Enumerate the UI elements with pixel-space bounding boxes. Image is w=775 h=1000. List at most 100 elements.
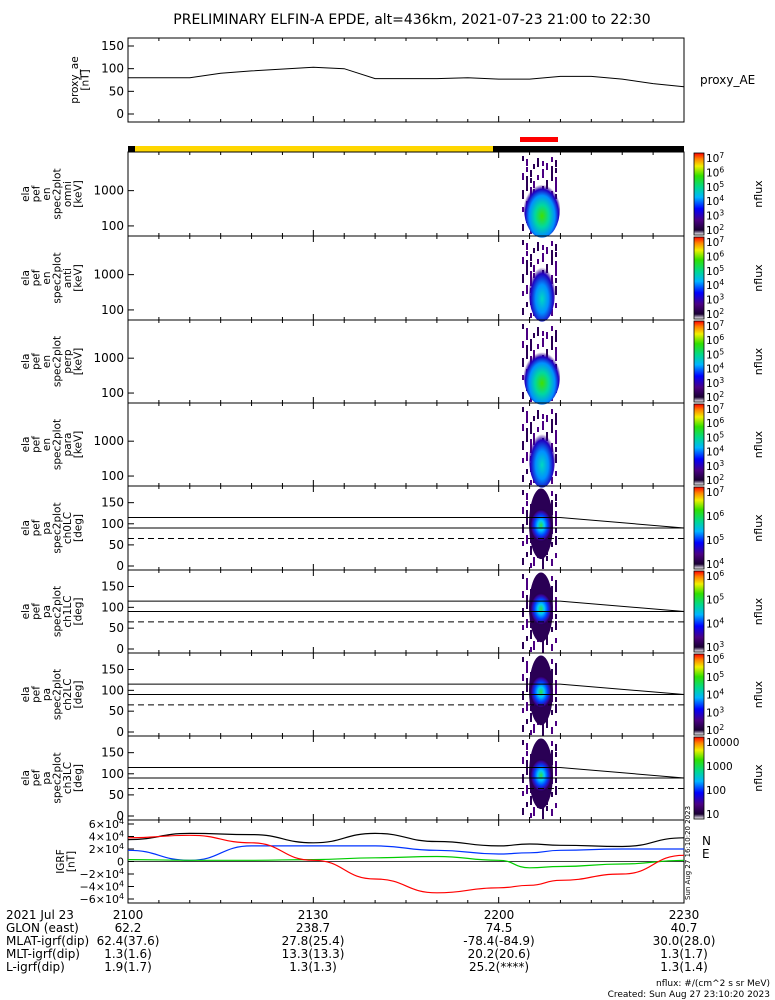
spectrogram-pixel [526, 595, 528, 604]
spectrogram-pixel [555, 413, 557, 420]
colorbar-tick: 105 [706, 593, 724, 607]
spectrogram-pixel [542, 562, 544, 569]
spectrogram-pixel [526, 518, 528, 525]
igrf-ylabel: IGRF[nT] [55, 849, 78, 874]
spectrogram-pixel [555, 553, 557, 558]
spectrogram-pixel [551, 627, 553, 632]
spectrogram-pixel [526, 751, 528, 756]
spectrogram-pixel [537, 175, 539, 180]
annotation-row-value: 1.3(1.7) [660, 947, 708, 961]
spectrogram-pixel [533, 265, 535, 272]
colorbar-tick: 104 [706, 445, 724, 459]
spectrogram-pixel [555, 761, 557, 770]
colorbar-label: nflux [752, 514, 765, 542]
ylabel-line: ela [20, 270, 32, 286]
spectrogram-pixel [522, 341, 524, 348]
spectrogram-flux-blob [524, 348, 560, 405]
proxy-ae-ytick: 0 [116, 107, 124, 121]
spectrogram-flux-blob [529, 264, 555, 322]
colorbar [693, 236, 705, 320]
spectrogram-pixel [551, 727, 553, 734]
spectrogram-pixel [522, 224, 524, 231]
spectrogram-pixel [555, 303, 557, 308]
igrf-ytick: 0 [117, 856, 124, 869]
spectrogram-pixel [555, 697, 557, 702]
spectrogram-pixel [555, 752, 557, 757]
spectrogram-pixel [530, 422, 532, 429]
spectrogram-pixel [533, 807, 535, 816]
proxy-ae-frame [127, 37, 685, 123]
spectrogram-pixel [526, 719, 528, 724]
colorbar-tick: 103 [706, 640, 724, 654]
pitch-angle-ytick: 50 [109, 788, 124, 802]
ylabel-line: [deg] [72, 681, 84, 709]
spectrogram-pixel [542, 245, 544, 250]
spectrogram-pixel [526, 501, 528, 506]
spectrogram-data [128, 156, 560, 238]
spectrogram-pixel [546, 723, 548, 728]
spectrogram-pixel [530, 170, 532, 177]
spectrogram-pixel [555, 687, 557, 694]
colorbar-label: nflux [752, 347, 765, 375]
spectrogram-pixel [522, 207, 524, 212]
spectrogram-pixel [530, 262, 532, 267]
spectrogram-pixel [526, 435, 528, 442]
spectrogram-pixel [551, 542, 553, 547]
spectrogram-pixel [555, 604, 557, 611]
colorbar-tick: 105 [706, 670, 724, 684]
pitch-angle-ytick: 50 [109, 621, 124, 635]
ylabel-line: ela [20, 687, 32, 703]
spectrogram-pixel [542, 646, 544, 653]
figure-title: PRELIMINARY ELFIN-A EPDE, alt=436km, 202… [173, 12, 650, 28]
spectrogram-pixel [555, 528, 557, 533]
spectrogram-pixel [555, 704, 557, 713]
spectrogram-pixel [551, 477, 553, 484]
spectrogram-pixel [530, 647, 532, 652]
spectrogram-pixel [551, 809, 553, 816]
sunlit-bar [135, 146, 493, 152]
spectrogram-pixel [522, 625, 524, 630]
loss-cone-line [559, 766, 685, 779]
spectrogram-pixel [526, 510, 528, 519]
spectrogram-pixel [551, 343, 553, 350]
spectrogram-pixel [546, 247, 548, 254]
ylabel-line: pef [30, 769, 42, 786]
ylabel-line: ch2LC [62, 678, 74, 710]
spectrogram-pixel [522, 424, 524, 431]
spectrogram-pixel [522, 558, 524, 565]
spectrogram-pixel [522, 458, 524, 463]
spectrogram-pixel [551, 659, 553, 664]
spectrogram-pixel [526, 760, 528, 769]
spectrogram-pixel [551, 174, 553, 181]
loss-cone-line [559, 600, 685, 612]
spectrogram-pixel [526, 352, 528, 359]
annotation-row-value: 20.2(20.6) [468, 947, 531, 961]
spectrogram-pixel [555, 502, 557, 507]
annotation-row-value: 1.3(1.6) [104, 947, 152, 961]
spectrogram-pixel [546, 640, 548, 645]
spectrogram-pixel [530, 339, 532, 346]
spectrogram-pixel [522, 407, 524, 412]
igrf-ytick: −4×104 [80, 880, 124, 894]
footer-units: nflux: #/(cm^2 s sr MeV) [656, 979, 770, 989]
spectrogram-pixel [537, 259, 539, 264]
spectrogram-pixel [551, 586, 553, 595]
annotation-row-value: 2200 [484, 908, 515, 922]
annotation-row-value: 2130 [298, 908, 329, 922]
colorbar [693, 152, 705, 236]
spectrogram-pixel [542, 729, 544, 736]
spectrogram-pixel [533, 724, 535, 733]
spectrogram-pixel [533, 641, 535, 650]
spectrogram-pixel [526, 702, 528, 711]
spectrogram-pixel [555, 447, 557, 452]
ylabel-line: ela [20, 604, 32, 620]
spectrogram-pixel [522, 291, 524, 296]
ylabel-line: spec2plot [51, 168, 63, 219]
ylabel-line: pa [41, 688, 53, 701]
colorbar-label: nflux [752, 680, 765, 708]
science-zone-bar [520, 137, 558, 142]
spectrogram-pixel [555, 670, 557, 675]
spectrogram-pixel [551, 419, 553, 428]
